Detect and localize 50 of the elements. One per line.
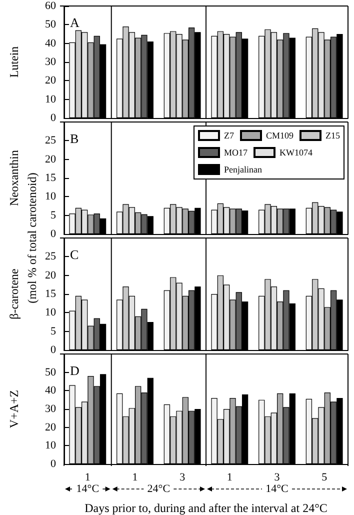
y-tick-label: 40 — [45, 384, 56, 397]
y-tick-label: 20 — [45, 269, 56, 282]
legend-label: Penjalinan — [224, 164, 262, 174]
y-axis-title: Lutein — [7, 46, 21, 78]
x-axis-title: Days prior to, during and after the interval at 24°C — [84, 501, 328, 515]
x-tick-label: 1 — [132, 472, 138, 484]
y-tick-label: 50 — [45, 18, 56, 31]
annotation: D — [70, 363, 80, 378]
y-tick-label: 15 — [45, 288, 56, 300]
y-tick-label: 0 — [50, 344, 56, 356]
x-tick-label: 3 — [180, 472, 186, 484]
y-tick-label: 40 — [45, 37, 56, 50]
y-tick-label: 60 — [45, 0, 56, 12]
y-axis-title: β-carotene — [7, 268, 21, 320]
x-tick-label: 5 — [322, 472, 328, 484]
legend-label: Z7 — [224, 130, 234, 140]
text: (mol % of total carotenoid) — [25, 172, 39, 304]
annotation: C — [70, 247, 79, 262]
x-tick-label: 1 — [226, 472, 232, 484]
legend-label: MO17 — [224, 148, 248, 158]
y-axis-title: Neoxanthin — [7, 150, 21, 206]
y-tick-label: 20 — [45, 153, 56, 166]
y-tick-label: 25 — [45, 134, 56, 147]
x-tick-label: 1 — [84, 472, 90, 484]
text: 14°C — [76, 483, 100, 495]
y-axis-title: V+A+Z — [7, 390, 21, 428]
y-tick-label: 50 — [45, 366, 56, 378]
y-tick-label: 10 — [45, 440, 56, 452]
text: 24°C — [147, 483, 170, 495]
y-tick-label: 10 — [45, 190, 56, 203]
annotation: A — [70, 15, 80, 30]
legend-label: CM109 — [266, 130, 294, 140]
x-tick-label: 3 — [274, 472, 280, 484]
y-tick-label: 5 — [50, 325, 56, 338]
y-tick-label: 0 — [50, 112, 56, 124]
annotation: B — [70, 131, 79, 146]
y-tick-label: 0 — [50, 458, 56, 470]
y-tick-label: 10 — [45, 93, 56, 106]
y-tick-label: 15 — [45, 172, 56, 184]
y-tick-label: 30 — [45, 56, 56, 68]
y-tick-label: 20 — [45, 421, 56, 434]
y-tick-label: 0 — [50, 228, 56, 240]
y-tick-label: 20 — [45, 74, 56, 87]
y-tick-label: 30 — [45, 403, 56, 415]
y-tick-label: 25 — [45, 250, 56, 263]
text: 14°C — [266, 483, 288, 495]
y-tick-label: 5 — [50, 209, 56, 222]
legend-label: Z15 — [326, 130, 340, 140]
legend-label: KW1074 — [280, 148, 313, 158]
y-tick-label: 10 — [45, 306, 56, 319]
